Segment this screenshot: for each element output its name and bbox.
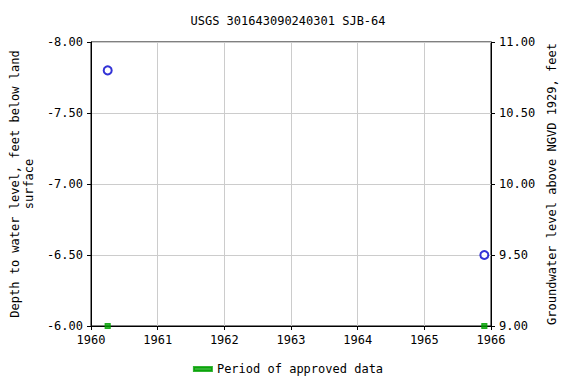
svg-text:11.00: 11.00 xyxy=(499,35,535,49)
svg-text:1966: 1966 xyxy=(477,333,506,347)
svg-text:9.00: 9.00 xyxy=(499,319,528,333)
svg-text:10.50: 10.50 xyxy=(499,106,535,120)
svg-text:surface: surface xyxy=(22,159,36,210)
svg-text:1965: 1965 xyxy=(410,333,439,347)
svg-text:-8.00: -8.00 xyxy=(47,35,83,49)
svg-text:-6.00: -6.00 xyxy=(47,319,83,333)
svg-text:1964: 1964 xyxy=(343,333,372,347)
svg-text:-7.50: -7.50 xyxy=(47,106,83,120)
svg-text:1963: 1963 xyxy=(277,333,306,347)
svg-text:-6.50: -6.50 xyxy=(47,248,83,262)
svg-text:1962: 1962 xyxy=(210,333,239,347)
svg-text:1960: 1960 xyxy=(77,333,106,347)
svg-text:Depth to water level, feet bel: Depth to water level, feet below land xyxy=(8,50,22,317)
svg-text:USGS 301643090240301 SJB-64: USGS 301643090240301 SJB-64 xyxy=(190,14,385,28)
svg-text:-7.00: -7.00 xyxy=(47,177,83,191)
svg-text:9.50: 9.50 xyxy=(499,248,528,262)
svg-text:1961: 1961 xyxy=(143,333,172,347)
svg-text:10.00: 10.00 xyxy=(499,177,535,191)
svg-text:Groundwater level above NGVD 1: Groundwater level above NGVD 1929, feet xyxy=(545,43,559,325)
svg-text:Period of approved data: Period of approved data xyxy=(217,362,383,376)
